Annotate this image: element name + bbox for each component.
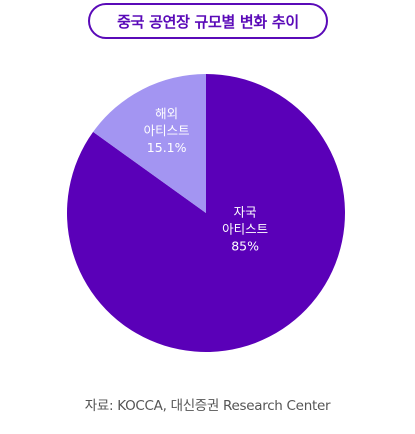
chart-title: 중국 공연장 규모별 변화 추이 bbox=[88, 3, 328, 39]
slice-1-label: 아티스트 bbox=[144, 123, 190, 138]
slice-1-percent: 15.1% bbox=[147, 140, 187, 155]
pie-slice-1 bbox=[93, 74, 206, 213]
source-note: 자료: KOCCA, 대신증권 Research Center bbox=[84, 398, 331, 414]
slice-0-label: 자국 bbox=[234, 204, 257, 219]
slice-1-label: 해외 bbox=[155, 106, 178, 121]
slice-0-percent: 85% bbox=[231, 238, 259, 253]
pie-slice-0 bbox=[66, 74, 345, 352]
slice-0-label: 아티스트 bbox=[222, 221, 268, 236]
